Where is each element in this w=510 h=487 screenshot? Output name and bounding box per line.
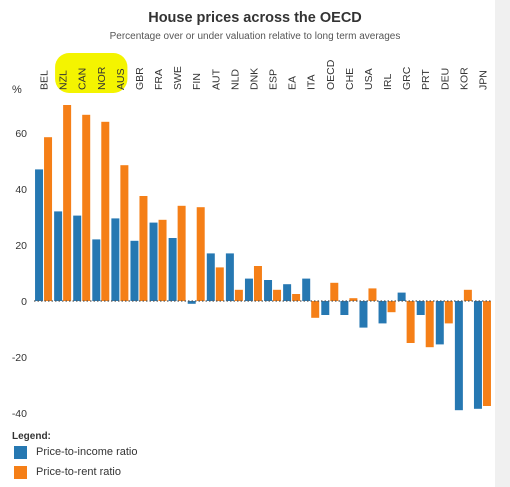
bar-rent <box>253 266 262 301</box>
x-category-label: NLD <box>229 69 241 90</box>
x-category-label: USA <box>363 68 375 90</box>
bar-income <box>302 278 311 301</box>
x-category-label: GBR <box>134 67 146 90</box>
chart-title: House prices across the OECD <box>148 10 362 26</box>
x-category-label: DEU <box>439 68 451 90</box>
x-category-label: BEL <box>39 70 51 90</box>
bar-income <box>35 169 44 301</box>
bar-rent <box>349 298 358 301</box>
bar-income <box>473 301 482 409</box>
legend-swatch-income <box>14 445 27 459</box>
x-category-label: PRT <box>420 69 432 90</box>
bar-rent <box>177 205 186 301</box>
bar-rent <box>387 301 396 313</box>
bar-income <box>206 253 215 301</box>
bar-rent <box>273 289 282 301</box>
bar-rent <box>482 301 491 406</box>
y-axis-unit-label: % <box>12 84 22 96</box>
bar-rent <box>196 207 205 301</box>
y-tick-label: -40 <box>12 408 27 420</box>
bar-income <box>130 240 139 301</box>
bar-chart: % -40 -20 0 20 40 60 BEL NZL CAN NOR AUS GBR FRA SWE F… <box>12 53 492 420</box>
x-category-label: SWE <box>172 66 184 90</box>
legend-item-income: Price-to-income ratio <box>14 444 137 460</box>
x-category-label: DNK <box>248 68 260 90</box>
x-category-label: FRA <box>153 69 165 90</box>
bar-income <box>283 284 292 301</box>
bar-income <box>225 253 234 301</box>
legend-label-rent: Price-to-rent ratio <box>36 466 121 478</box>
bar-income <box>416 301 425 315</box>
bar-rent <box>311 301 320 318</box>
bar-rent <box>425 301 434 348</box>
bar-income <box>264 280 273 301</box>
x-category-label: ESP <box>268 69 280 90</box>
bar-income <box>397 292 406 301</box>
bar-income <box>92 239 101 301</box>
x-category-label: AUT <box>210 68 222 90</box>
bar-rent <box>120 165 129 301</box>
bar-rent <box>63 105 72 301</box>
bar-income <box>149 222 158 301</box>
bar-income <box>111 218 120 301</box>
bar-rent <box>330 282 339 301</box>
bar-rent <box>292 294 301 301</box>
vertical-scrollbar[interactable] <box>495 0 510 487</box>
bar-rent <box>463 289 472 301</box>
bar-income <box>454 301 463 411</box>
x-category-label: ITA <box>306 74 318 90</box>
x-category-label: GRC <box>401 66 413 90</box>
chart-subtitle: Percentage over or under valuation relat… <box>109 31 401 42</box>
x-category-label: NZL <box>58 70 70 90</box>
legend-item-rent: Price-to-rent ratio <box>14 464 121 480</box>
y-tick-label: -20 <box>12 352 27 364</box>
legend-swatch-rent <box>14 465 27 479</box>
bar-rent <box>101 121 110 301</box>
bar-rent <box>368 288 377 301</box>
legend-title: Legend: <box>12 431 51 442</box>
bar-income <box>340 301 349 315</box>
y-tick-label: 60 <box>15 128 27 140</box>
bar-income <box>378 301 387 324</box>
bar-income <box>54 211 63 301</box>
bar-rent <box>234 289 243 301</box>
x-category-label: FIN <box>191 73 203 90</box>
x-category-label: IRL <box>382 74 394 91</box>
x-category-label: KOR <box>458 67 470 90</box>
bar-rent <box>44 137 53 301</box>
highlight-oval <box>55 53 128 93</box>
x-category-label: CHE <box>344 68 356 90</box>
bar-rent <box>215 267 224 301</box>
bar-income <box>244 278 253 301</box>
x-category-label: CAN <box>77 68 89 90</box>
bar-income <box>321 301 330 315</box>
x-category-label: NOR <box>96 66 108 90</box>
x-category-label: EA <box>287 76 299 90</box>
x-category-label: AUS <box>115 68 127 90</box>
y-tick-label: 40 <box>15 184 27 196</box>
bar-rent <box>444 301 453 324</box>
bar-rent <box>406 301 415 343</box>
x-category-label: OECD <box>325 59 337 90</box>
bar-rent <box>139 196 148 301</box>
y-tick-label: 0 <box>21 296 27 308</box>
y-tick-label: 20 <box>15 240 27 252</box>
x-category-label: JPN <box>477 70 489 90</box>
bar-rent <box>158 219 167 301</box>
legend-label-income: Price-to-income ratio <box>36 446 138 458</box>
bar-income <box>435 301 444 345</box>
bar-income <box>73 215 82 301</box>
bar-income <box>359 301 368 328</box>
bar-income <box>168 238 177 301</box>
bar-income <box>187 301 196 304</box>
bar-rent <box>82 114 91 301</box>
